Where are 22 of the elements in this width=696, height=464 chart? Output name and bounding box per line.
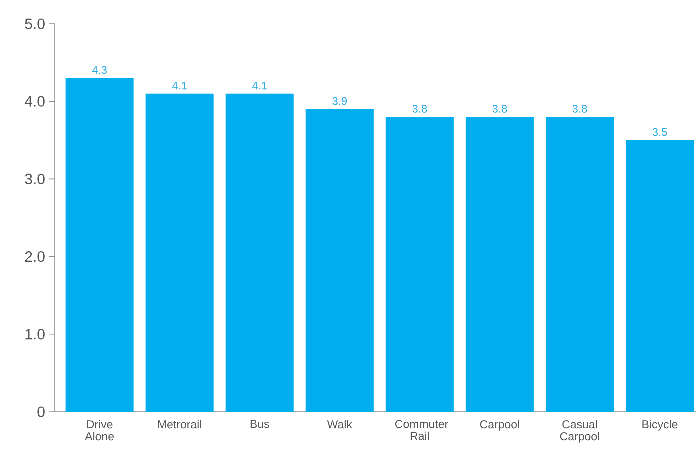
data-label: 3.5 [652, 128, 668, 136]
x-tick-label: Walk [327, 420, 352, 429]
y-tick-label: 5.0 [25, 18, 45, 30]
x-tick-label: Carpool [480, 420, 520, 431]
y-tick-label: 3.0 [25, 174, 45, 185]
y-tick-label: 2.0 [25, 251, 45, 262]
x-tick-label: Bus [250, 420, 270, 428]
x-tick-label: Commuter Rail [395, 420, 448, 440]
data-label: 4.1 [172, 82, 187, 90]
y-tick-label: 0 [38, 406, 45, 418]
data-label: 3.8 [572, 105, 588, 113]
x-tick-label: Casual Carpool [560, 420, 600, 443]
x-tick-label: Metrorail [158, 420, 202, 429]
data-label: 3.8 [492, 105, 508, 113]
data-label: 4.3 [92, 66, 107, 74]
x-tick-label: Drive Alone [85, 420, 114, 441]
y-tick-label: 1.0 [26, 329, 45, 340]
data-label: 4.1 [252, 82, 267, 90]
data-label: 3.8 [412, 105, 428, 113]
x-tick-label: Bicycle [642, 420, 678, 431]
y-tick-label: 4.0 [24, 96, 45, 107]
data-label: 3.9 [332, 97, 348, 106]
